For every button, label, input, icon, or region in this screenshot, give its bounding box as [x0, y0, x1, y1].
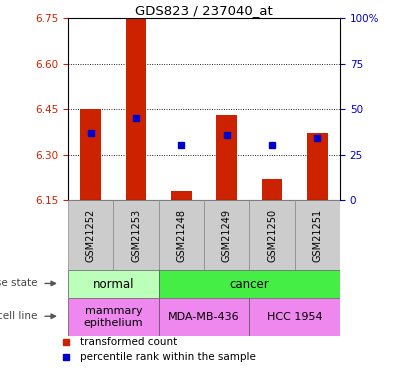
- Bar: [307, 133, 328, 200]
- Text: GSM21252: GSM21252: [85, 209, 96, 262]
- Text: MDA-MB-436: MDA-MB-436: [168, 312, 240, 322]
- Bar: [249, 200, 295, 270]
- Text: disease state: disease state: [0, 279, 37, 288]
- Text: GSM21253: GSM21253: [131, 209, 141, 262]
- Bar: [68, 200, 113, 270]
- Bar: [217, 115, 237, 200]
- Bar: [159, 200, 204, 270]
- Text: mammary
epithelium: mammary epithelium: [83, 306, 143, 328]
- Text: transformed count: transformed count: [80, 337, 178, 347]
- Bar: [204, 200, 249, 270]
- Text: GSM21249: GSM21249: [222, 209, 232, 261]
- Bar: [249, 298, 340, 336]
- Text: normal: normal: [92, 278, 134, 291]
- Bar: [113, 200, 159, 270]
- Text: GSM21248: GSM21248: [176, 209, 186, 261]
- Text: HCC 1954: HCC 1954: [267, 312, 323, 322]
- Title: GDS823 / 237040_at: GDS823 / 237040_at: [135, 4, 273, 17]
- Text: GSM21250: GSM21250: [267, 209, 277, 262]
- Bar: [81, 109, 101, 200]
- Bar: [262, 179, 282, 200]
- Text: cell line: cell line: [0, 311, 37, 321]
- Bar: [171, 191, 192, 200]
- Bar: [68, 298, 159, 336]
- Text: percentile rank within the sample: percentile rank within the sample: [80, 352, 256, 362]
- Text: GSM21251: GSM21251: [312, 209, 322, 262]
- Text: cancer: cancer: [229, 278, 269, 291]
- Bar: [159, 270, 340, 298]
- Bar: [126, 18, 146, 200]
- Bar: [159, 298, 249, 336]
- Bar: [68, 270, 159, 298]
- Bar: [295, 200, 340, 270]
